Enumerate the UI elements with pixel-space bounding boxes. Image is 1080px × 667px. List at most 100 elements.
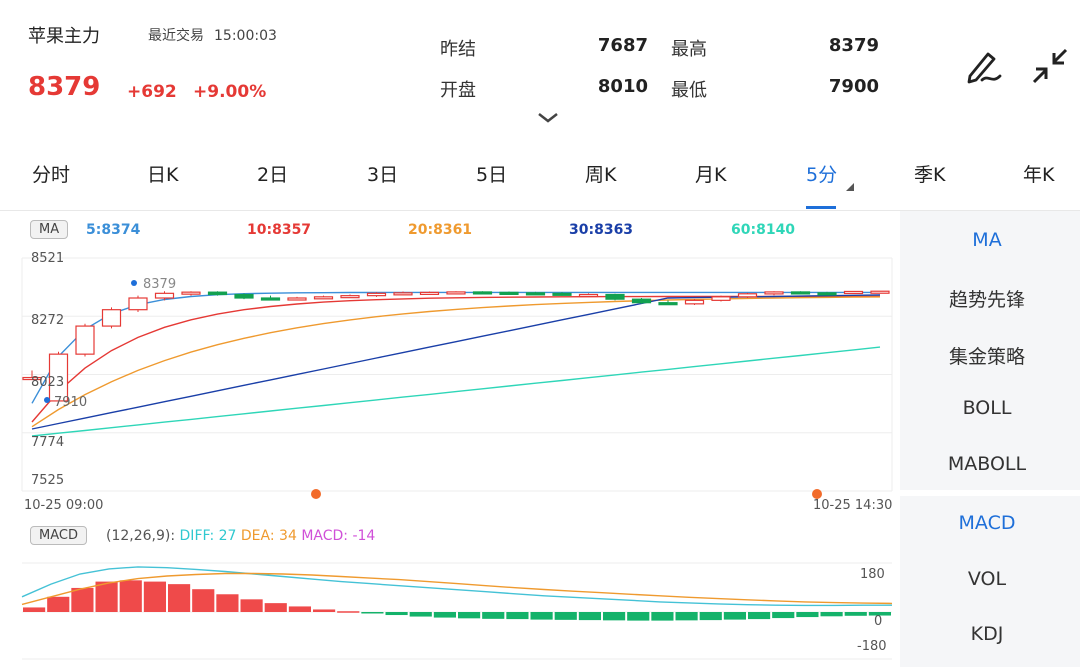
time-marker-dot bbox=[812, 489, 822, 499]
candle-body bbox=[313, 296, 334, 300]
stat-value-high: 8379 bbox=[828, 35, 879, 56]
candle-body bbox=[48, 353, 69, 402]
indicator-kdj[interactable]: KDJ bbox=[970, 623, 1004, 645]
candle-body bbox=[790, 291, 811, 295]
indicator-ma[interactable]: MA bbox=[972, 229, 1002, 251]
candle-body bbox=[154, 292, 175, 299]
last-price: 8379 bbox=[28, 72, 101, 102]
tab-weekly-k[interactable]: 周K bbox=[585, 164, 617, 186]
macd-bar bbox=[313, 609, 336, 612]
tab-5min[interactable]: 5分 bbox=[806, 164, 838, 186]
macd-bar bbox=[119, 580, 142, 612]
indicator-panel bbox=[900, 211, 1080, 667]
candle-body bbox=[393, 292, 413, 296]
candle-body bbox=[472, 291, 493, 295]
tab-yearly-k[interactable]: 年K bbox=[1023, 164, 1055, 186]
candle-body bbox=[128, 297, 148, 311]
macd-params: (12,26,9): bbox=[106, 528, 176, 544]
macd-bar bbox=[143, 581, 166, 612]
tab-quarterly-k[interactable]: 季K bbox=[914, 164, 946, 186]
macd-bar bbox=[385, 612, 408, 616]
macd-bar bbox=[95, 581, 118, 612]
x-label-end: 10-25 14:30 bbox=[813, 498, 893, 513]
macd-bar bbox=[458, 612, 481, 619]
macd-chart[interactable] bbox=[0, 555, 900, 667]
period-tabs: 分时 日K 2日 3日 5日 周K 月K 5分 季K 年K bbox=[0, 148, 1080, 208]
candle-body bbox=[631, 298, 652, 304]
indicator-boll[interactable]: BOLL bbox=[962, 397, 1012, 419]
ma5-value: 5:8374 bbox=[86, 222, 141, 238]
candle-body bbox=[499, 291, 519, 295]
macd-bar bbox=[578, 612, 601, 621]
shrink-arrows-icon[interactable] bbox=[1028, 46, 1072, 86]
candle-body bbox=[578, 293, 599, 298]
indicator-fund-strategy[interactable]: 集金策略 bbox=[948, 346, 1025, 368]
kline-chart[interactable] bbox=[0, 240, 900, 500]
ma-pill[interactable]: MA bbox=[30, 220, 69, 239]
stat-label-open: 开盘 bbox=[440, 80, 476, 101]
macd-bar bbox=[47, 596, 70, 612]
indicator-maboll[interactable]: MABOLL bbox=[947, 453, 1027, 475]
candle-body bbox=[22, 376, 42, 381]
last-trade-info: 最近交易 15:00:03 bbox=[148, 25, 287, 45]
stat-label-low: 最低 bbox=[671, 80, 707, 101]
y-tick-8272: 8272 bbox=[31, 313, 65, 328]
tab-5day[interactable]: 5日 bbox=[476, 164, 508, 186]
candle-body bbox=[684, 299, 705, 305]
macd-y-tick-neg180: -180 bbox=[857, 639, 887, 654]
y-tick-7774: 7774 bbox=[31, 435, 65, 450]
pen-draw-icon[interactable] bbox=[962, 46, 1006, 86]
macd-bar bbox=[288, 606, 311, 612]
candle-body bbox=[366, 292, 387, 297]
ma20-value: 20:8361 bbox=[408, 222, 473, 238]
macd-bar bbox=[820, 612, 843, 617]
candles bbox=[22, 290, 890, 404]
candle-body bbox=[870, 290, 890, 294]
macd-diff: DIFF: 27 bbox=[179, 528, 237, 544]
indicator-macd[interactable]: MACD bbox=[958, 512, 1016, 534]
candle-body bbox=[207, 291, 228, 296]
ma-line-4 bbox=[31, 346, 881, 437]
tab-fenshi[interactable]: 分时 bbox=[32, 164, 71, 186]
macd-bar bbox=[361, 612, 384, 614]
tab-3day[interactable]: 3日 bbox=[367, 164, 399, 186]
macd-bar bbox=[868, 612, 891, 616]
macd-pill[interactable]: MACD bbox=[30, 526, 87, 545]
macd-bar bbox=[482, 612, 505, 619]
macd-bar bbox=[796, 612, 819, 618]
trade-time: 15:00:03 bbox=[214, 28, 277, 44]
macd-bar bbox=[192, 589, 215, 612]
candle-body bbox=[737, 293, 758, 298]
chevron-down-icon[interactable] bbox=[535, 110, 561, 124]
y-tick-8023: 8023 bbox=[31, 375, 65, 390]
tab-2day[interactable]: 2日 bbox=[257, 164, 289, 186]
divider bbox=[0, 210, 1080, 211]
price-change-pct: +9.00% bbox=[193, 82, 267, 102]
macd-bar bbox=[530, 612, 553, 620]
macd-legend: (12,26,9): DIFF: 27 DEA: 34 MACD: -14 bbox=[106, 528, 375, 544]
tab-daily-k[interactable]: 日K bbox=[147, 164, 179, 186]
stat-value-prev-settle: 7687 bbox=[597, 35, 648, 56]
candle-body bbox=[101, 309, 122, 327]
high-annotation: 8379 bbox=[143, 277, 177, 292]
stat-value-low: 7900 bbox=[828, 76, 879, 97]
panel-separator bbox=[900, 490, 1080, 496]
tab-monthly-k[interactable]: 月K bbox=[695, 164, 727, 186]
macd-bar bbox=[675, 612, 698, 621]
dropdown-triangle-icon[interactable] bbox=[845, 182, 855, 192]
candle-body bbox=[75, 325, 95, 355]
candle-body bbox=[605, 293, 625, 300]
candle-body bbox=[181, 291, 201, 295]
candle-body bbox=[711, 296, 731, 301]
price-change: +692 bbox=[127, 82, 177, 102]
candle-body bbox=[817, 292, 837, 296]
y-tick-8521: 8521 bbox=[31, 251, 65, 266]
low-point-dot bbox=[44, 397, 50, 403]
indicator-trend-pioneer[interactable]: 趋势先锋 bbox=[948, 289, 1025, 311]
dea-line bbox=[21, 572, 893, 606]
macd-bar bbox=[699, 612, 722, 621]
markers bbox=[44, 280, 822, 499]
macd-dea: DEA: 34 bbox=[240, 528, 297, 544]
macd-bar bbox=[772, 612, 795, 619]
indicator-vol[interactable]: VOL bbox=[967, 568, 1007, 590]
